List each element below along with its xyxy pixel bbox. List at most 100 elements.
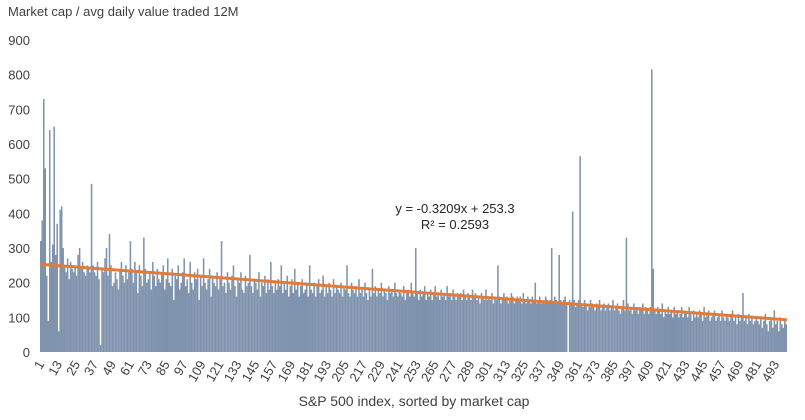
bar bbox=[162, 265, 165, 352]
bar bbox=[591, 303, 593, 352]
bar bbox=[234, 286, 236, 352]
bar bbox=[149, 272, 151, 352]
bar bbox=[84, 275, 87, 352]
trend-r2: R² = 0.2593 bbox=[421, 217, 489, 232]
bar bbox=[247, 282, 250, 352]
bar bbox=[249, 254, 251, 352]
bar bbox=[509, 300, 511, 352]
bar bbox=[733, 320, 735, 352]
bar bbox=[507, 303, 510, 352]
bar bbox=[98, 279, 100, 352]
bar bbox=[610, 306, 613, 352]
bar bbox=[446, 286, 448, 352]
bar bbox=[285, 289, 287, 352]
bar bbox=[252, 293, 254, 352]
bar bbox=[74, 265, 76, 352]
bar bbox=[613, 310, 616, 352]
bar bbox=[177, 265, 179, 352]
bar bbox=[75, 275, 78, 352]
bar bbox=[147, 279, 150, 352]
bar bbox=[47, 320, 50, 352]
bar bbox=[419, 289, 422, 352]
bar bbox=[350, 282, 353, 352]
bar bbox=[417, 300, 420, 352]
bar bbox=[510, 293, 513, 352]
bar bbox=[261, 282, 263, 352]
bar bbox=[760, 317, 762, 352]
bar bbox=[467, 293, 469, 352]
bar bbox=[513, 303, 516, 352]
bar bbox=[299, 286, 302, 352]
bar bbox=[105, 248, 108, 352]
bar bbox=[574, 306, 577, 352]
bar bbox=[642, 303, 644, 352]
bar bbox=[217, 289, 220, 352]
bar bbox=[758, 324, 761, 352]
bar bbox=[349, 296, 351, 352]
bar bbox=[432, 293, 435, 352]
bar bbox=[491, 293, 493, 352]
bar bbox=[301, 279, 303, 352]
bar bbox=[398, 289, 401, 352]
bar bbox=[316, 286, 318, 352]
bar bbox=[220, 241, 223, 352]
bar bbox=[604, 310, 607, 352]
bar bbox=[479, 303, 481, 352]
bar bbox=[504, 300, 507, 352]
bar bbox=[618, 310, 620, 352]
bar bbox=[682, 317, 684, 352]
bar bbox=[382, 296, 384, 352]
bar bbox=[552, 303, 554, 352]
bar bbox=[228, 282, 230, 352]
bar bbox=[498, 296, 501, 352]
bar bbox=[240, 272, 242, 352]
bar bbox=[482, 296, 484, 352]
bar bbox=[751, 317, 753, 352]
bar bbox=[564, 296, 566, 352]
y-tick-label: 900 bbox=[8, 33, 30, 48]
bar bbox=[722, 317, 725, 352]
bar bbox=[473, 296, 475, 352]
bar bbox=[725, 313, 728, 352]
bar bbox=[282, 293, 284, 352]
bar bbox=[332, 279, 335, 352]
bar bbox=[534, 282, 537, 352]
bar bbox=[420, 296, 423, 352]
bar bbox=[407, 289, 410, 352]
bar bbox=[625, 237, 628, 352]
bar bbox=[122, 275, 124, 352]
bar bbox=[555, 300, 557, 352]
bar bbox=[93, 272, 96, 352]
x-tick-label: 73 bbox=[135, 358, 155, 378]
bar bbox=[561, 303, 563, 352]
bar bbox=[651, 69, 653, 352]
bar bbox=[241, 289, 244, 352]
bar bbox=[189, 261, 191, 352]
bar bbox=[66, 258, 69, 352]
bar bbox=[193, 272, 196, 352]
bar bbox=[634, 310, 637, 352]
bar bbox=[757, 320, 759, 352]
bar bbox=[290, 279, 293, 352]
bar bbox=[53, 126, 55, 353]
bar bbox=[609, 310, 611, 352]
bar bbox=[379, 293, 381, 352]
bar bbox=[589, 300, 592, 352]
bar bbox=[131, 268, 133, 352]
bar bbox=[314, 296, 317, 352]
bar bbox=[698, 310, 701, 352]
x-tick-label: 13 bbox=[45, 358, 65, 378]
bar bbox=[637, 313, 640, 352]
bar bbox=[166, 258, 169, 352]
bar bbox=[159, 282, 162, 352]
bar bbox=[104, 258, 106, 352]
bar bbox=[601, 306, 604, 352]
bar bbox=[56, 223, 58, 352]
bar bbox=[621, 306, 623, 352]
bar bbox=[165, 279, 168, 352]
bars bbox=[40, 69, 788, 353]
bar bbox=[553, 296, 556, 352]
bar bbox=[685, 313, 687, 352]
bar bbox=[264, 275, 266, 352]
